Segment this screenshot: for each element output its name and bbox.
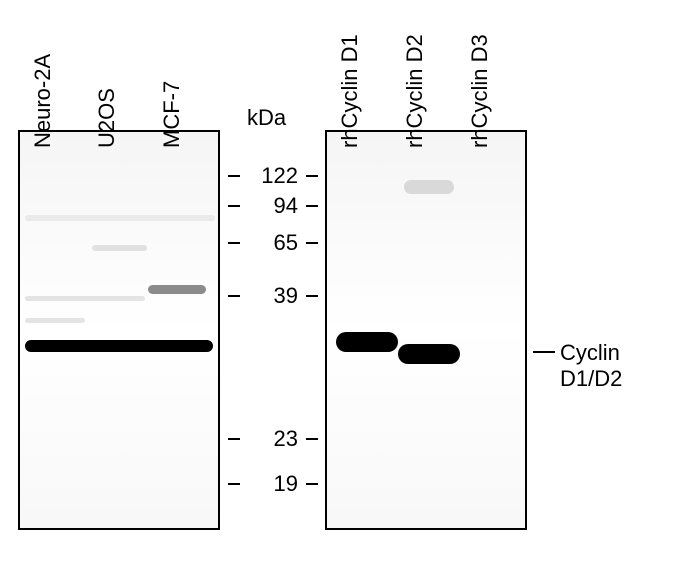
- mcf7-upper-band: [148, 285, 206, 294]
- mw-tick-right: [306, 483, 318, 485]
- mw-tick-left: [228, 175, 240, 177]
- lane-label-rhcyclind1: rhCyclin D1: [337, 34, 363, 148]
- target-protein-label: Cyclin D1/D2: [560, 340, 687, 392]
- mw-tick-right: [306, 175, 318, 177]
- left-blot-membrane: [18, 130, 220, 530]
- mw-tick-left: [228, 242, 240, 244]
- left-faint-band-1: [25, 215, 215, 221]
- mw-marker-label: 19: [258, 471, 298, 497]
- mw-tick-right: [306, 438, 318, 440]
- mw-tick-right: [306, 295, 318, 297]
- left-faint-band-2: [92, 245, 147, 251]
- lane-label-u2os: U2OS: [94, 88, 120, 148]
- mw-marker-label: 23: [258, 426, 298, 452]
- d2-faint-upper-band: [404, 180, 454, 194]
- d1-band: [336, 332, 398, 352]
- lane-label-neuro2a: Neuro-2A: [30, 54, 56, 148]
- mw-tick-left: [228, 295, 240, 297]
- target-indicator-line: [533, 351, 555, 353]
- left-faint-band-3: [25, 296, 145, 301]
- mw-marker-label: 65: [258, 230, 298, 256]
- lane-label-rhcyclind2: rhCyclin D2: [402, 34, 428, 148]
- left-main-band: [25, 340, 213, 352]
- lane-label-mcf7: MCF-7: [159, 81, 185, 148]
- d2-band: [398, 344, 460, 364]
- lane-label-rhcyclind3: rhCyclin D3: [467, 34, 493, 148]
- mw-marker-label: 94: [258, 193, 298, 219]
- mw-tick-left: [228, 438, 240, 440]
- mw-tick-right: [306, 242, 318, 244]
- western-blot-figure: Neuro-2A U2OS MCF-7 rhCyclin D1 rhCyclin…: [0, 0, 687, 581]
- mw-tick-left: [228, 483, 240, 485]
- mw-tick-left: [228, 205, 240, 207]
- left-faint-band-4: [25, 318, 85, 323]
- kda-unit-label: kDa: [247, 105, 286, 131]
- mw-marker-label: 122: [258, 163, 298, 189]
- mw-marker-label: 39: [258, 283, 298, 309]
- mw-tick-right: [306, 205, 318, 207]
